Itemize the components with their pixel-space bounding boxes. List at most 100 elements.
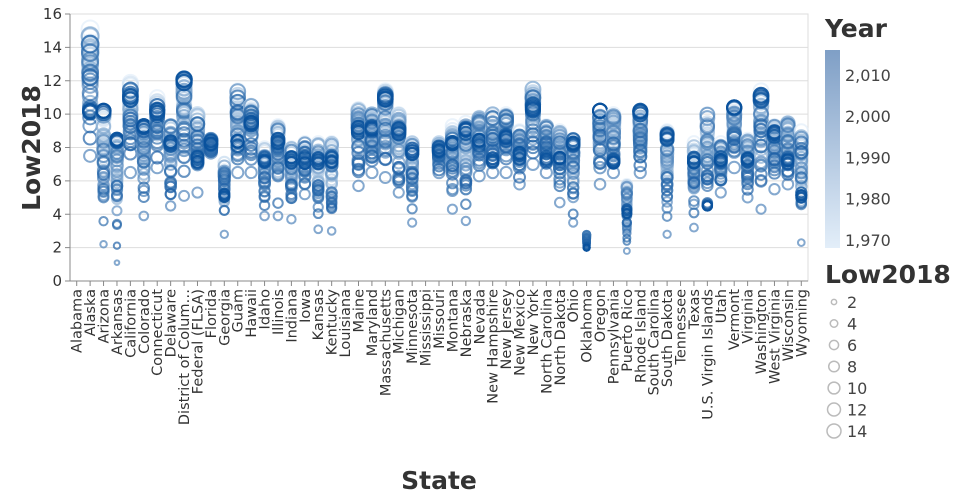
data-point bbox=[553, 196, 566, 209]
data-point bbox=[257, 155, 272, 170]
data-point bbox=[391, 121, 407, 137]
data-point bbox=[794, 166, 808, 180]
data-point bbox=[661, 211, 673, 222]
data-point bbox=[392, 186, 405, 199]
low2018-size-legend: Low2018 2 4 6 8 10 12 14 bbox=[825, 260, 951, 441]
data-point bbox=[136, 141, 152, 156]
data-point bbox=[660, 171, 674, 184]
data-point bbox=[780, 117, 796, 133]
data-point bbox=[566, 160, 580, 174]
x-tick-label: Maine bbox=[351, 289, 367, 333]
data-point bbox=[97, 182, 110, 196]
x-tick-label: Wyoming bbox=[794, 289, 810, 357]
data-point bbox=[164, 165, 178, 179]
data-point bbox=[95, 102, 112, 120]
data-point bbox=[365, 165, 379, 180]
size-legend-symbol bbox=[826, 402, 842, 417]
data-point bbox=[620, 188, 633, 201]
data-point bbox=[700, 172, 714, 186]
data-point bbox=[407, 217, 418, 228]
x-tick-label: New Jersey bbox=[499, 289, 515, 370]
data-point bbox=[525, 145, 541, 160]
data-point bbox=[297, 145, 312, 160]
data-point bbox=[112, 241, 122, 250]
data-point bbox=[81, 68, 99, 87]
x-axis-title: State bbox=[401, 466, 477, 495]
data-point bbox=[137, 191, 150, 204]
x-axis: AlabamaAlaskaArizonaArkansasCaliforniaCo… bbox=[70, 280, 810, 425]
x-tick-label: Kentucky bbox=[325, 289, 341, 356]
data-point bbox=[243, 115, 259, 131]
x-tick-label: Iowa bbox=[298, 289, 314, 323]
data-point bbox=[472, 158, 487, 172]
data-point bbox=[659, 132, 675, 147]
data-point bbox=[754, 158, 768, 173]
data-point bbox=[498, 109, 514, 126]
data-point bbox=[660, 152, 675, 167]
data-point bbox=[621, 208, 633, 220]
size-legend-label: 8 bbox=[847, 358, 857, 377]
x-tick-label: Utah bbox=[714, 289, 730, 323]
data-point bbox=[138, 210, 150, 222]
data-point bbox=[80, 43, 100, 63]
data-point bbox=[700, 163, 715, 178]
y-tick-label: 4 bbox=[52, 205, 62, 223]
data-point bbox=[524, 89, 542, 107]
data-point bbox=[605, 114, 622, 131]
data-point bbox=[244, 165, 258, 180]
x-tick-label: Alaska bbox=[83, 289, 99, 336]
data-point bbox=[687, 155, 701, 170]
data-point bbox=[311, 160, 325, 175]
data-point bbox=[96, 127, 112, 143]
data-point bbox=[203, 143, 219, 158]
data-point bbox=[405, 181, 419, 194]
data-point bbox=[123, 165, 137, 180]
data-point bbox=[754, 167, 768, 181]
x-tick-label: Arkansas bbox=[110, 289, 126, 355]
data-point bbox=[110, 153, 124, 168]
data-point bbox=[446, 203, 458, 215]
data-point bbox=[713, 153, 728, 167]
year-legend-title: Year bbox=[824, 14, 888, 43]
data-point bbox=[740, 154, 755, 169]
x-tick-label: South Dakota bbox=[660, 289, 676, 387]
data-point bbox=[258, 176, 271, 190]
data-point bbox=[794, 171, 808, 185]
data-point bbox=[460, 198, 472, 210]
data-point bbox=[109, 148, 124, 163]
year-legend-label: 1,970 bbox=[845, 231, 891, 250]
data-point bbox=[243, 141, 259, 156]
data-point bbox=[258, 184, 271, 198]
data-point bbox=[285, 178, 298, 191]
data-point bbox=[688, 207, 700, 219]
size-legend-symbol bbox=[827, 381, 841, 395]
data-point bbox=[512, 147, 527, 162]
data-point bbox=[377, 88, 394, 106]
data-point bbox=[324, 155, 339, 169]
data-point bbox=[605, 109, 622, 126]
data-point bbox=[81, 63, 99, 82]
x-tick-label: Michigan bbox=[392, 289, 408, 354]
data-point bbox=[123, 146, 138, 161]
data-point bbox=[177, 164, 191, 178]
data-point bbox=[311, 156, 326, 171]
data-point bbox=[218, 204, 230, 216]
x-tick-label: Delaware bbox=[164, 289, 180, 357]
x-tick-label: North Carolina bbox=[539, 289, 555, 394]
data-point bbox=[446, 176, 459, 190]
data-point bbox=[768, 183, 781, 196]
data-point bbox=[378, 152, 393, 167]
data-point bbox=[593, 160, 607, 175]
data-point bbox=[406, 203, 418, 215]
data-point bbox=[622, 228, 632, 238]
data-point bbox=[271, 161, 285, 175]
data-point bbox=[513, 177, 526, 191]
data-point bbox=[311, 179, 325, 192]
data-point bbox=[297, 156, 312, 170]
data-point bbox=[231, 165, 245, 180]
data-point bbox=[754, 149, 769, 164]
data-point bbox=[662, 229, 672, 239]
data-point bbox=[539, 152, 554, 167]
data-point bbox=[178, 189, 191, 202]
y-tick-label: 0 bbox=[52, 272, 62, 290]
